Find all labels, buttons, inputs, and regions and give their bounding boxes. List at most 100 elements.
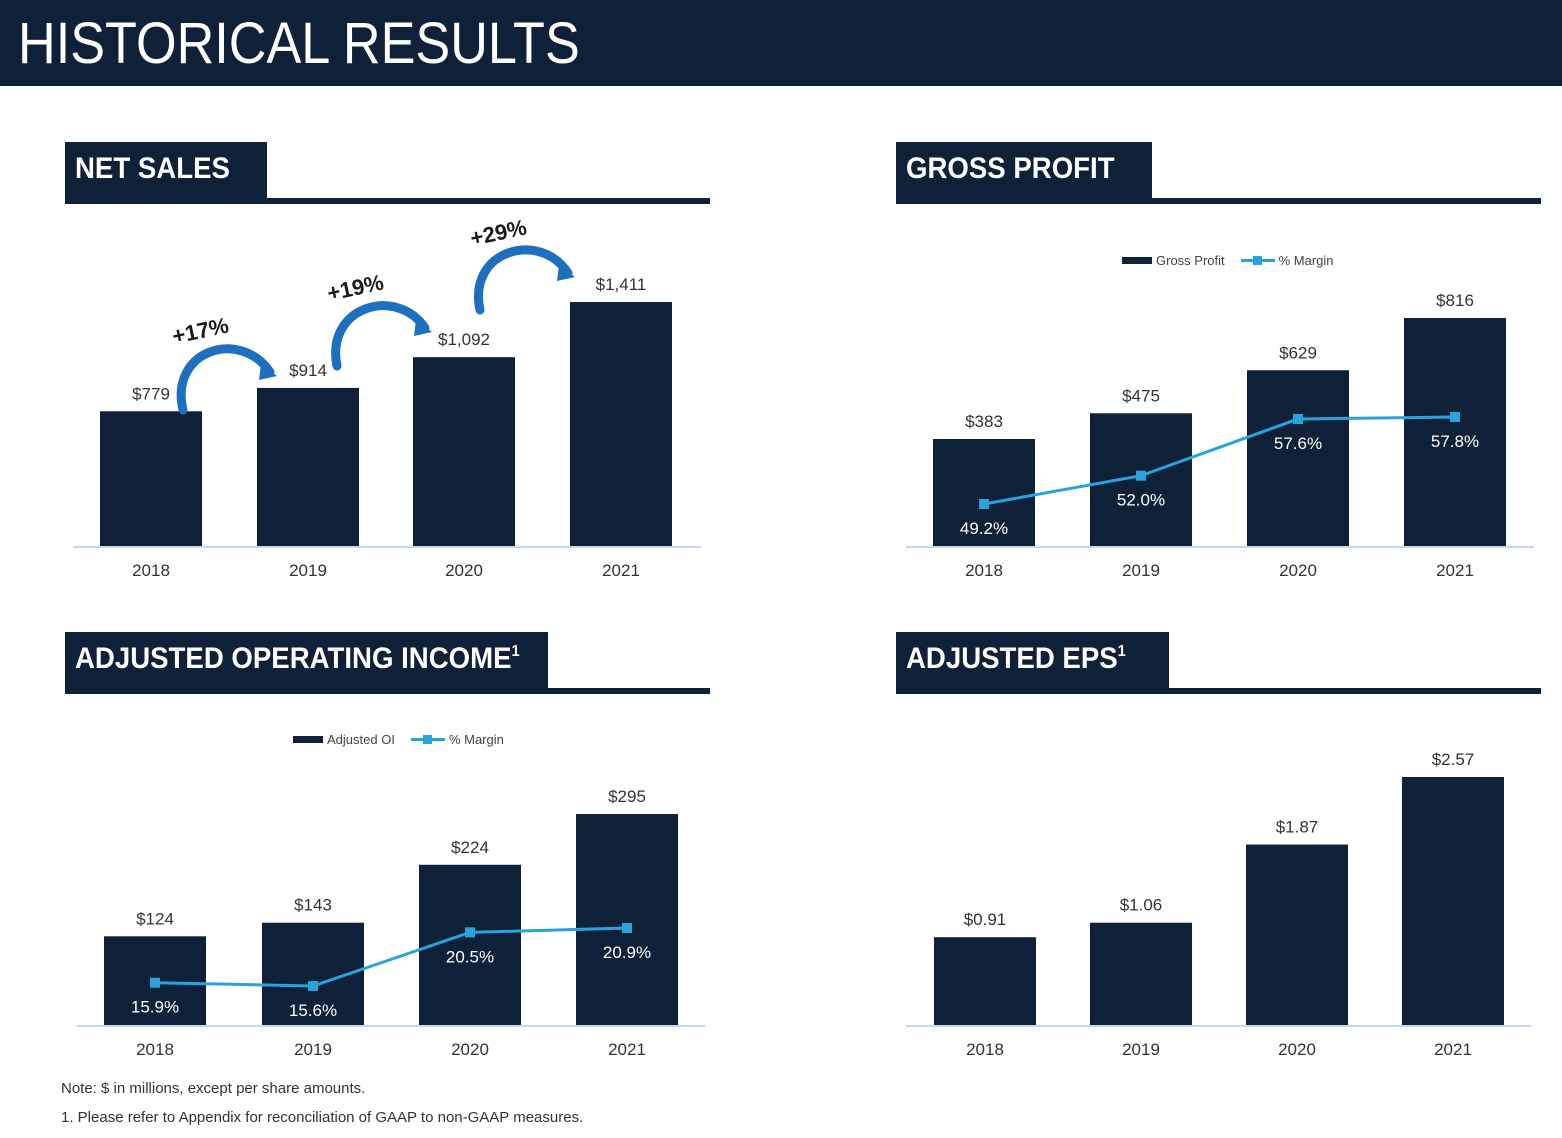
adj-eps-header: ADJUSTED EPS1 <box>896 632 1169 694</box>
bar-2021 <box>1404 318 1506 546</box>
x-tick-label: 2018 <box>966 1040 1004 1059</box>
growth-arrowhead <box>259 364 277 380</box>
gross-profit-header: GROSS PROFIT <box>896 142 1152 204</box>
adj-eps-footnote-mark: 1 <box>1117 643 1126 660</box>
bar-2021 <box>576 814 678 1025</box>
adj-eps-chart: $0.91 2018 $1.06 2019 $1.87 2020 $2.57 2021 <box>906 750 1531 1059</box>
adj-oi-panel: ADJUSTED OPERATING INCOME1 <box>65 632 710 1072</box>
margin-point <box>1450 412 1460 422</box>
x-tick-label: 2021 <box>1434 1040 1472 1059</box>
notes: Note: $ in millions, except per share am… <box>61 1080 583 1138</box>
legend-line-swatch <box>1240 256 1275 265</box>
footnote-text: 1. Please refer to Appendix for reconcil… <box>61 1109 584 1126</box>
adj-eps-title: ADJUSTED EPS <box>906 642 1118 675</box>
gross-profit-legend: Gross Profit % Margin <box>1122 253 1334 268</box>
net-sales-header: NET SALES <box>65 142 267 204</box>
bar-value-label: $475 <box>1122 386 1160 405</box>
legend-line-label: % Margin <box>1278 253 1334 268</box>
bar-value-label: $0.91 <box>964 910 1007 929</box>
bar-value-label: $1.87 <box>1276 818 1319 837</box>
x-tick-label: 2018 <box>965 561 1003 580</box>
bar-2021 <box>570 302 672 546</box>
margin-value-label: 20.5% <box>446 947 494 966</box>
bar-2020 <box>413 357 515 546</box>
net-sales-title: NET SALES <box>75 152 230 185</box>
margin-value-label: 49.2% <box>960 519 1008 538</box>
gross-profit-rule <box>896 198 1541 204</box>
legend-bar-label: Gross Profit <box>1156 253 1225 268</box>
bar-2020 <box>1246 844 1348 1025</box>
gross-profit-title: GROSS PROFIT <box>906 152 1115 185</box>
bar-value-label: $224 <box>451 838 489 857</box>
bar-2021 <box>1402 777 1504 1025</box>
legend-line-swatch <box>410 735 445 744</box>
legend-bar-swatch <box>1122 257 1152 264</box>
adj-oi-footnote-mark: 1 <box>511 643 520 660</box>
bar-2018 <box>100 411 202 546</box>
page-title: HISTORICAL RESULTS <box>18 11 580 76</box>
bar-value-label: $295 <box>608 787 646 806</box>
x-tick-label: 2020 <box>1278 1040 1316 1059</box>
adj-eps-rule <box>896 688 1541 694</box>
x-tick-label: 2021 <box>602 561 640 580</box>
bar-2020 <box>1247 370 1349 546</box>
bar-2018 <box>933 438 1035 546</box>
growth-label: +29% <box>468 215 529 251</box>
legend-bar-label: Adjusted OI <box>327 732 395 747</box>
adj-eps-panel: ADJUSTED EPS1 <box>896 632 1541 1072</box>
bar-2018 <box>934 937 1036 1025</box>
net-sales-chart: $779 2018 $914 2019 $1,092 2020 $1,411 2021 +17%… <box>73 215 701 580</box>
x-tick-label: 2018 <box>132 561 170 580</box>
bar-value-label: $1,092 <box>438 330 490 349</box>
gross-profit-panel: GROSS PROFIT <box>896 142 1541 582</box>
margin-point <box>308 981 318 991</box>
growth-label: +17% <box>170 313 231 349</box>
bar-value-label: $2.57 <box>1432 750 1475 769</box>
bar-value-label: $629 <box>1279 343 1317 362</box>
adj-oi-chart: $124 2018 $143 2019 $224 2020 $295 2021 15.9% 15.… <box>77 787 705 1059</box>
growth-arrow <box>473 245 573 315</box>
margin-point <box>1136 470 1146 481</box>
margin-point <box>979 499 989 509</box>
legend-bar-swatch <box>293 736 323 743</box>
x-tick-label: 2019 <box>289 561 327 580</box>
margin-line <box>154 926 628 988</box>
growth-arrow <box>331 301 430 371</box>
margin-value-label: 15.6% <box>289 1001 337 1020</box>
margin-point <box>1293 414 1303 425</box>
margin-value-label: 52.0% <box>1117 491 1165 510</box>
legend-line-label: % Margin <box>448 732 504 747</box>
x-tick-label: 2021 <box>608 1040 646 1059</box>
growth-arrowhead <box>414 320 432 336</box>
growth-arrowhead <box>557 265 575 281</box>
growth-arrow <box>176 344 275 415</box>
adj-oi-legend: Adjusted OI % Margin <box>293 732 504 747</box>
growth-label: +19% <box>325 270 386 306</box>
margin-point <box>150 977 160 988</box>
margin-value-label: 57.6% <box>1274 434 1322 453</box>
margin-value-label: 57.8% <box>1431 432 1479 451</box>
gross-profit-chart: $383 2018 $475 2019 $629 2020 $816 2021 49.2% 52.… <box>906 291 1534 580</box>
bar-2019 <box>1090 922 1192 1025</box>
bar-value-label: $124 <box>136 909 174 928</box>
x-tick-label: 2019 <box>1122 561 1160 580</box>
x-tick-label: 2021 <box>1436 561 1474 580</box>
margin-point <box>465 927 475 938</box>
bar-value-label: $816 <box>1436 291 1474 310</box>
net-sales-panel: NET SALES <box>65 142 710 582</box>
net-sales-rule <box>65 198 710 204</box>
margin-line <box>983 415 1456 506</box>
bar-value-label: $383 <box>965 412 1003 431</box>
bar-value-label: $779 <box>132 384 170 403</box>
bar-2019 <box>257 387 359 546</box>
x-tick-label: 2020 <box>1279 561 1317 580</box>
margin-point <box>622 923 632 933</box>
bar-value-label: $1.06 <box>1120 896 1163 915</box>
note-text: Note: $ in millions, except per share am… <box>61 1080 366 1097</box>
adj-oi-header: ADJUSTED OPERATING INCOME1 <box>65 632 548 694</box>
bar-value-label: $143 <box>294 896 332 915</box>
adj-oi-title: ADJUSTED OPERATING INCOME <box>75 642 512 675</box>
bar-value-label: $1,411 <box>596 275 647 294</box>
x-tick-label: 2020 <box>445 561 483 580</box>
bar-value-label: $914 <box>289 361 327 380</box>
